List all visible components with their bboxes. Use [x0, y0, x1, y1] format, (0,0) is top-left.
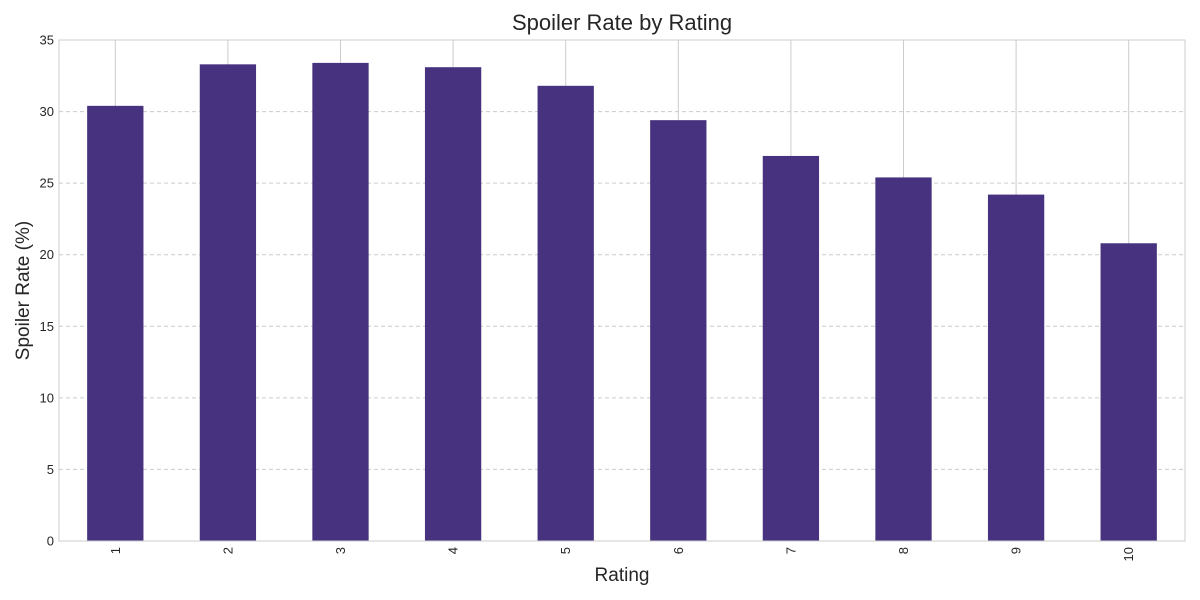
x-tick-label: 9: [1009, 547, 1024, 554]
y-tick-label: 30: [40, 104, 54, 119]
x-tick-label: 3: [333, 547, 348, 554]
y-tick-label: 0: [47, 534, 54, 549]
y-tick-label: 20: [40, 247, 54, 262]
plot-frame: [58, 39, 1186, 542]
bar-rating-4: [424, 67, 482, 541]
bar-rating-7: [762, 155, 820, 541]
chart-title: Spoiler Rate by Rating: [512, 10, 732, 35]
bar-rating-1: [87, 105, 144, 542]
x-tick-label: 8: [896, 547, 911, 554]
x-tick-labels: 1 2 3 4 5 6 7 8 9 10: [108, 547, 1136, 561]
bar-rating-5: [537, 85, 594, 541]
y-tick-label: 10: [40, 390, 54, 405]
bar-rating-3: [312, 62, 369, 541]
y-tick-label: 5: [47, 462, 54, 477]
x-tick-label: 7: [783, 547, 798, 554]
x-tick-label: 10: [1121, 547, 1136, 561]
y-tick-label: 15: [40, 319, 54, 334]
y-axis-label: Spoiler Rate (%): [13, 221, 34, 360]
y-tick-label: 25: [40, 176, 54, 191]
bar-rating-10: [1100, 243, 1157, 541]
bar-rating-9: [987, 194, 1045, 541]
y-tick-label: 35: [40, 33, 54, 48]
x-tick-label: 6: [671, 547, 686, 554]
x-tick-label: 2: [220, 547, 235, 554]
x-axis-label: Rating: [595, 565, 650, 586]
x-tick-label: 4: [446, 547, 461, 554]
bar-rating-8: [875, 177, 932, 541]
x-tick-label: 1: [108, 547, 123, 554]
x-tick-label: 5: [558, 547, 573, 554]
bar-rating-2: [199, 64, 257, 541]
bars: [87, 62, 1157, 542]
y-tick-labels: 0 5 10 15 20 25 30 35: [40, 33, 54, 549]
bar-rating-6: [650, 120, 707, 541]
